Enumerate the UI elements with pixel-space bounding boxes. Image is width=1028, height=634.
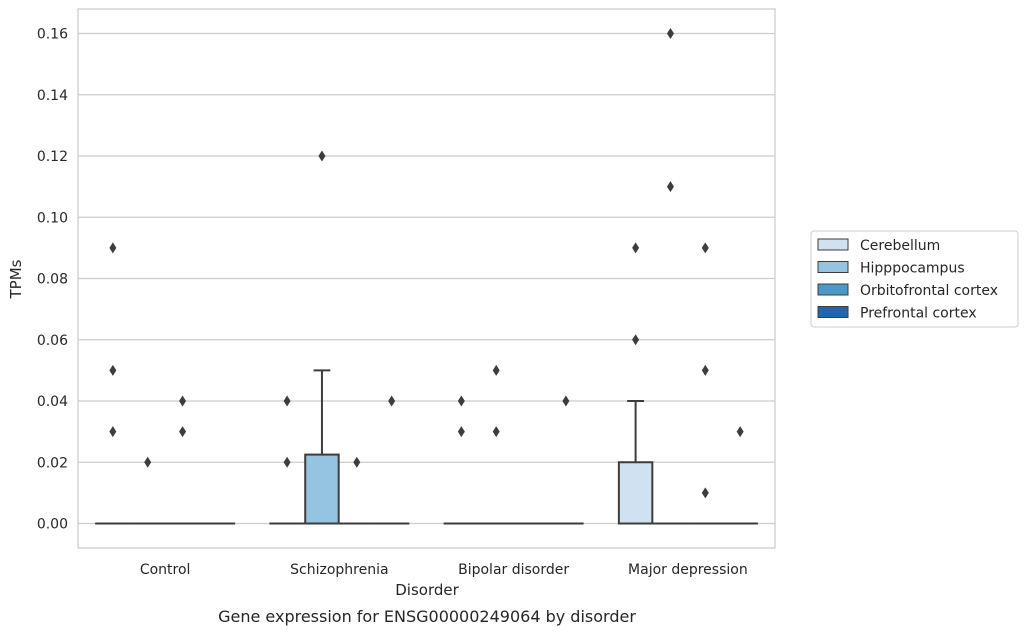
x-tick-label: Major depression <box>628 562 748 578</box>
outlier-point <box>109 364 117 376</box>
outlier-point <box>632 334 640 346</box>
y-axis-title: TPMs <box>7 259 25 299</box>
outlier-point <box>318 150 326 162</box>
outlier-point <box>283 395 291 407</box>
outlier-point <box>109 242 117 254</box>
box-2-3 <box>687 242 724 525</box>
outlier-point <box>701 242 709 254</box>
outlier-point <box>457 395 465 407</box>
x-axis-title: Disorder <box>395 581 459 599</box>
outlier-point <box>701 487 709 499</box>
legend-label: Cerebellum <box>860 238 940 254</box>
y-tick-label: 0.12 <box>37 149 68 165</box>
box-1-1 <box>304 150 340 525</box>
outlier-point <box>736 426 744 438</box>
box-0-1 <box>269 395 305 525</box>
legend-swatch <box>817 238 849 251</box>
outlier-point <box>388 395 396 407</box>
legend-swatch <box>817 261 849 273</box>
outlier-point <box>353 456 361 468</box>
outlier-point <box>179 395 187 407</box>
y-tick-label: 0.04 <box>37 394 68 410</box>
outlier-point <box>109 426 117 438</box>
box-1-0 <box>129 456 166 525</box>
outlier-point <box>492 426 500 438</box>
outlier-point <box>666 28 674 39</box>
box-0-0 <box>95 242 131 525</box>
outlier-point <box>701 364 709 376</box>
y-tick-label: 0.06 <box>37 333 68 349</box>
y-tick-label: 0.16 <box>37 27 68 43</box>
legend-label: Hipppocampus <box>860 261 965 277</box>
box-plots <box>95 28 758 525</box>
x-tick-label: Schizophrenia <box>290 562 388 578</box>
box-body <box>617 461 654 525</box>
legend-label: Orbitofrontal cortex <box>860 283 998 299</box>
legend-frame <box>810 230 1019 328</box>
y-tick-labels: 0.00 0.02 0.04 0.06 0.08 0.10 0.12 0.14 0.16 <box>37 27 68 533</box>
outlier-point <box>457 426 465 438</box>
box-2-1 <box>339 456 375 525</box>
legend-label: Prefrontal cortex <box>860 306 977 322</box>
x-tick-label: Bipolar disorder <box>458 562 569 578</box>
box-1-3 <box>652 28 689 525</box>
box-1-2 <box>478 364 514 525</box>
outlier-point <box>632 242 640 254</box>
outlier-point <box>666 181 674 193</box>
outlier-point <box>492 364 500 376</box>
box-3-2 <box>548 395 584 525</box>
x-tick-label: Control <box>140 562 191 578</box>
legend: Cerebellum Hipppocampus Orbitofrontal cort… <box>810 230 1019 328</box>
box-0-2 <box>443 395 480 525</box>
y-tick-label: 0.00 <box>37 517 68 533</box>
box-3-3 <box>722 426 758 525</box>
box-body <box>304 453 340 525</box>
box-2-0 <box>164 395 201 525</box>
outlier-point <box>144 456 152 468</box>
box-0-3 <box>617 242 654 525</box>
gridlines <box>78 32 775 525</box>
legend-swatch <box>817 283 849 296</box>
box-3-1 <box>373 395 410 525</box>
y-tick-label: 0.14 <box>37 88 68 104</box>
outlier-point <box>562 395 570 407</box>
y-tick-label: 0.10 <box>37 210 68 226</box>
plot-frame <box>77 8 776 549</box>
outlier-point <box>179 426 187 438</box>
y-tick-label: 0.02 <box>37 455 68 471</box>
outlier-point <box>283 456 291 468</box>
legend-swatch <box>817 306 849 318</box>
x-tick-labels: Control Schizophrenia Bipolar disorder Majo… <box>140 562 748 578</box>
figure-caption: Gene expression for ENSG00000249064 by d… <box>218 607 636 626</box>
y-tick-label: 0.08 <box>37 272 68 288</box>
